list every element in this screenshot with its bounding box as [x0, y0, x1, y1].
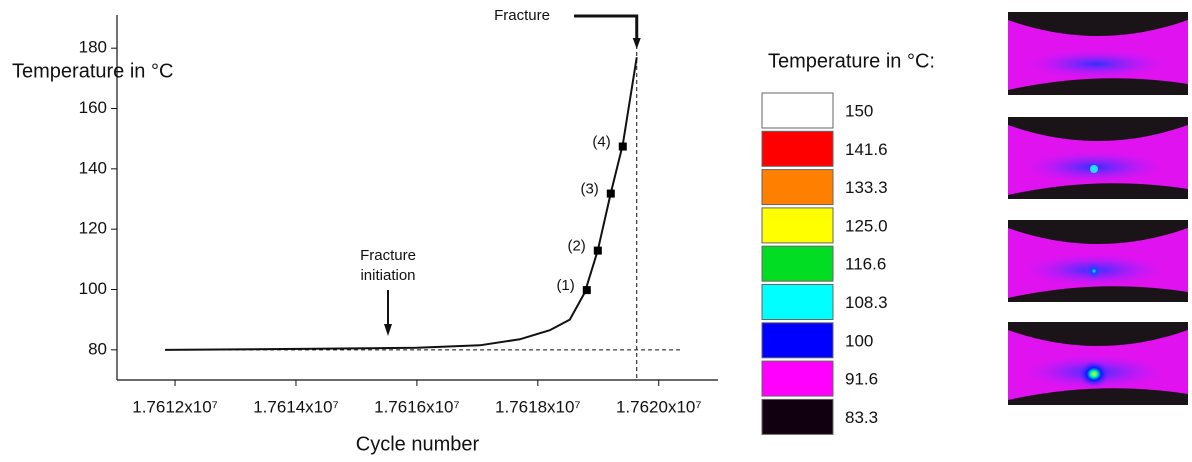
- legend-swatch: [762, 246, 833, 281]
- legend-label: 83.3: [845, 408, 878, 427]
- marker-label: (3): [580, 181, 598, 198]
- marker: [607, 190, 615, 198]
- thermal-image: [1008, 220, 1188, 302]
- y-tick-label: 180: [79, 38, 107, 57]
- legend-label: 133.3: [845, 178, 888, 197]
- x-tick-label: 1.7620x10⁷: [616, 397, 702, 416]
- y-tick-label: 100: [79, 279, 107, 298]
- x-tick-label: 1.7614x10⁷: [253, 397, 339, 416]
- arrow: [574, 16, 637, 40]
- line: [165, 57, 637, 350]
- annotation: initiation: [360, 267, 415, 284]
- legend-label: 100: [845, 331, 873, 350]
- legend-label: 91.6: [845, 370, 878, 389]
- figure: 80 100 120 140 160 180 1.7612x10⁷ 1.7614x10⁷ 1.7…: [0, 0, 1192, 462]
- marker-label: (2): [567, 238, 585, 255]
- legend-label: 141.6: [845, 140, 888, 159]
- thermal-image: [1008, 117, 1188, 199]
- y-tick-label: 160: [79, 98, 107, 117]
- arrow-head: [384, 324, 392, 336]
- x-tick-label: 1.7616x10⁷: [374, 397, 460, 416]
- legend-swatch: [762, 361, 833, 396]
- x-tick-label: 1.7618x10⁷: [495, 397, 581, 416]
- legend-swatch: [762, 208, 833, 243]
- legend-swatch: [762, 285, 833, 320]
- marker-label: (1): [556, 277, 574, 294]
- y-tick-label: 120: [79, 219, 107, 238]
- legend-label: 150: [845, 101, 873, 120]
- annotation: Fracture: [360, 247, 416, 264]
- legend-swatch: [762, 93, 833, 128]
- legend-swatch: [762, 399, 833, 434]
- thermal-images: [1008, 12, 1188, 405]
- legend-label: 125.0: [845, 216, 888, 235]
- y-tick-label: 140: [79, 158, 107, 177]
- legend-label: 116.6: [845, 255, 886, 274]
- legend-title: Temperature in °C:: [768, 50, 935, 72]
- marker: [619, 143, 627, 151]
- legend-swatch: [762, 131, 833, 166]
- thermal-image: [1008, 12, 1188, 95]
- marker: [594, 247, 602, 255]
- annotation: Fracture: [494, 7, 550, 24]
- marker: [583, 286, 591, 294]
- legend-label: 108.3: [845, 293, 888, 312]
- legend-swatch: [762, 170, 833, 205]
- legend-swatch: [762, 323, 833, 358]
- marker-label: (4): [592, 133, 610, 150]
- y-axis-title: Temperature in °C: [12, 60, 173, 82]
- x-axis-title: Cycle number: [356, 433, 480, 455]
- x-tick-label: 1.7612x10⁷: [132, 397, 218, 416]
- thermal-image: [1008, 322, 1188, 405]
- y-tick-label: 80: [88, 339, 107, 358]
- arrow-head: [633, 38, 641, 49]
